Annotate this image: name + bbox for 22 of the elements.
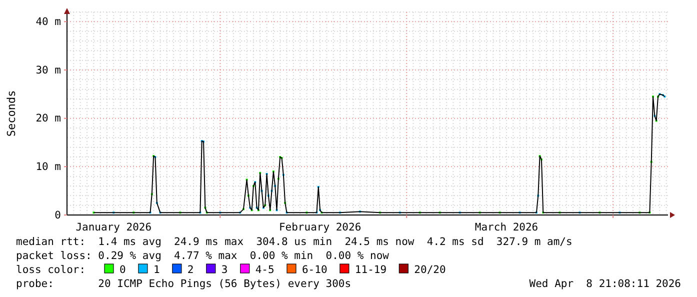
legend-label: 4-5	[255, 264, 274, 276]
x-tick-label: February 2026	[278, 221, 362, 234]
y-tick-label: 10 m	[36, 161, 61, 174]
x-tick-label: March 2026	[474, 221, 538, 234]
text: packet loss: 0.29 % avg 4.77 % max 0.00 % min 0.00 % now	[16, 250, 390, 262]
x-tick-label: January 2026	[76, 221, 152, 234]
legend-label: 20/20	[414, 264, 446, 276]
legend-label: 2	[187, 264, 194, 276]
legend-label: 1	[153, 264, 160, 276]
y-tick-label: 30 m	[36, 64, 61, 76]
legend-label: 3	[221, 264, 228, 276]
y-tick-label: 40 m	[36, 16, 61, 28]
y-tick-label: 0	[54, 209, 61, 222]
text: Wed Apr 8 21:08:11 2026	[529, 278, 681, 290]
y-tick-label: 20 m	[36, 112, 61, 125]
legend-label: 11-19	[354, 264, 387, 276]
legend-title: loss color:	[16, 264, 86, 276]
text: median rtt: 1.4 ms avg 24.9 ms max 304.8 us min 24.5 ms now 4.2 ms sd 327.9 m am/s	[16, 236, 572, 248]
legend-label: 6-10	[302, 264, 328, 276]
y-axis-title: Seconds	[5, 90, 18, 137]
text: probe: 20 ICMP Echo Pings (56 Bytes) every 300s	[16, 278, 352, 290]
legend-label: 0	[119, 264, 126, 276]
